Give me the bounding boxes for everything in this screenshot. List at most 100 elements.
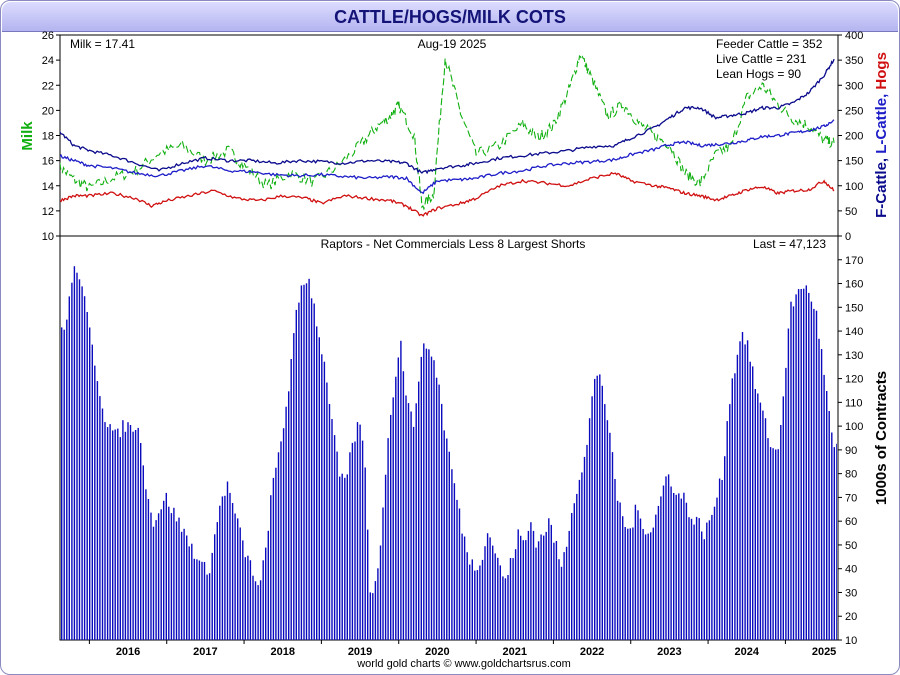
bar bbox=[359, 424, 361, 640]
bar bbox=[341, 473, 343, 640]
bar bbox=[387, 438, 389, 640]
bar bbox=[150, 512, 152, 640]
bar bbox=[318, 337, 320, 640]
bar bbox=[435, 377, 438, 640]
bar bbox=[690, 518, 693, 640]
bottom-tick-label: 80 bbox=[845, 469, 857, 481]
bar bbox=[157, 513, 160, 640]
bar bbox=[254, 581, 257, 640]
series-line-live-cattle bbox=[60, 119, 835, 195]
bar bbox=[288, 391, 290, 640]
bar bbox=[629, 528, 631, 640]
bar bbox=[502, 576, 504, 640]
bar bbox=[680, 498, 682, 640]
bar bbox=[769, 447, 772, 640]
bar bbox=[614, 479, 616, 640]
bar bbox=[586, 444, 588, 640]
bar bbox=[328, 404, 331, 640]
bar bbox=[803, 288, 805, 640]
bars-group bbox=[61, 266, 837, 640]
bar bbox=[627, 528, 629, 640]
bar bbox=[591, 396, 593, 640]
bar bbox=[463, 536, 466, 640]
title-bar: CATTLE/HOGS/MILK COTS bbox=[2, 2, 898, 32]
bar bbox=[576, 493, 578, 640]
bar bbox=[578, 479, 581, 640]
bar bbox=[599, 374, 601, 640]
bottom-title: Raptors - Net Commercials Less 8 Largest… bbox=[321, 237, 586, 251]
bar bbox=[326, 382, 328, 640]
bar bbox=[259, 580, 262, 640]
bar bbox=[543, 535, 545, 640]
bottom-tick-label: 90 bbox=[845, 445, 857, 457]
x-tick-label: 2021 bbox=[502, 646, 526, 658]
bar bbox=[400, 340, 402, 640]
series-line-lean-hogs bbox=[60, 171, 835, 217]
bar bbox=[321, 354, 323, 640]
bar bbox=[339, 476, 341, 640]
bar bbox=[558, 559, 560, 640]
bar bbox=[428, 349, 430, 640]
bar bbox=[606, 420, 609, 640]
bar bbox=[293, 333, 295, 640]
bar bbox=[86, 312, 88, 640]
bar bbox=[787, 328, 790, 640]
bar bbox=[354, 441, 356, 640]
bar bbox=[632, 527, 634, 640]
bar bbox=[61, 327, 63, 640]
bar bbox=[73, 266, 76, 640]
bar bbox=[122, 420, 124, 640]
bar bbox=[469, 564, 471, 640]
bar bbox=[234, 513, 236, 640]
bar bbox=[127, 422, 129, 640]
bar bbox=[718, 478, 721, 640]
bottom-tick-label: 60 bbox=[845, 516, 857, 528]
bar bbox=[540, 534, 542, 640]
bar bbox=[749, 361, 751, 640]
bar bbox=[356, 422, 359, 640]
x-tick-label: 2024 bbox=[735, 646, 760, 658]
bar bbox=[170, 513, 173, 640]
bottom-tick-label: 40 bbox=[845, 564, 857, 576]
bar bbox=[757, 393, 759, 640]
bar bbox=[333, 435, 336, 640]
bar bbox=[104, 422, 106, 640]
bar bbox=[670, 486, 672, 640]
x-tick-label: 2019 bbox=[348, 646, 372, 658]
bar bbox=[275, 467, 277, 640]
bar bbox=[114, 429, 116, 640]
bottom-tick-label: 110 bbox=[845, 397, 863, 409]
right-axis-label-part: L-Cattle, bbox=[873, 90, 890, 154]
bar bbox=[285, 406, 287, 640]
bar bbox=[412, 426, 415, 640]
right-tick-label: 50 bbox=[845, 206, 857, 218]
bottom-tick-label: 160 bbox=[845, 279, 863, 291]
bar bbox=[242, 540, 244, 640]
bar bbox=[520, 535, 522, 640]
bar bbox=[815, 310, 818, 640]
bar bbox=[481, 559, 484, 640]
bar bbox=[657, 505, 660, 640]
page-title: CATTLE/HOGS/MILK COTS bbox=[334, 7, 566, 27]
bar bbox=[637, 510, 639, 640]
bar bbox=[142, 465, 144, 640]
bar bbox=[216, 522, 218, 640]
bar bbox=[471, 559, 473, 640]
bar bbox=[267, 530, 269, 640]
bar bbox=[140, 443, 142, 640]
bar bbox=[820, 349, 823, 640]
bar bbox=[780, 425, 782, 640]
bar bbox=[522, 540, 524, 640]
bar bbox=[379, 545, 382, 640]
bar bbox=[117, 428, 119, 640]
bar bbox=[736, 354, 739, 640]
bar bbox=[451, 469, 453, 640]
bar bbox=[532, 530, 535, 640]
bar bbox=[724, 456, 726, 640]
bar bbox=[604, 404, 606, 640]
bar bbox=[331, 419, 333, 640]
left-tick-label: 20 bbox=[42, 105, 54, 117]
bar bbox=[622, 516, 624, 640]
milk-readout: Milk = 17.41 bbox=[70, 37, 135, 51]
bar bbox=[203, 562, 206, 640]
